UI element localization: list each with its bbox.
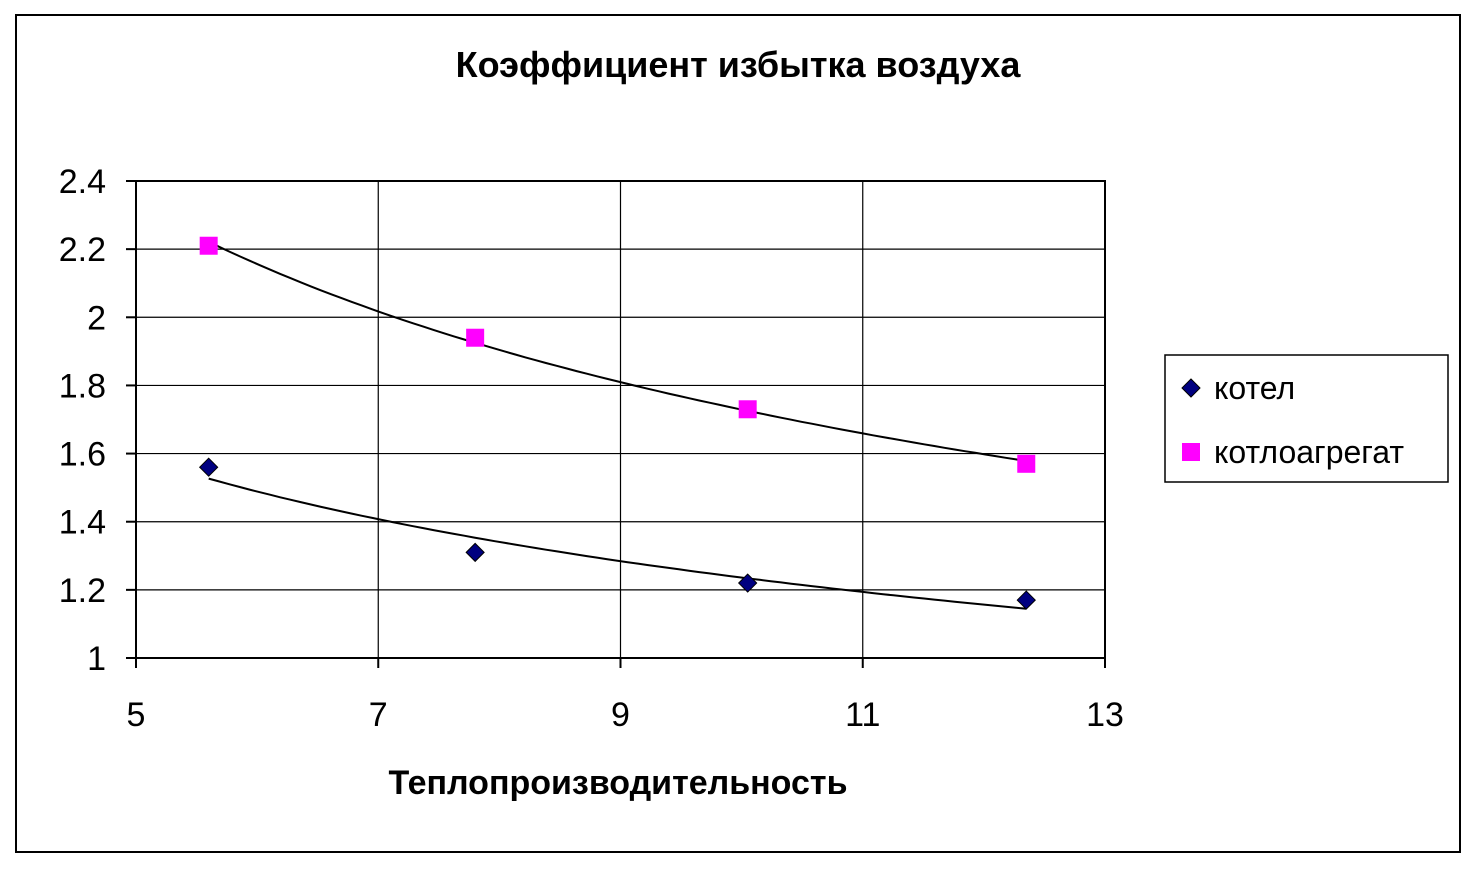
x-axis: 5 7 9 11 13	[127, 658, 1124, 734]
x-tick-label: 13	[1086, 696, 1124, 734]
data-point	[738, 400, 757, 419]
data-point	[466, 328, 485, 347]
legend-label: котел	[1214, 370, 1295, 406]
trendlines	[208, 240, 1027, 610]
y-tick-label: 1.6	[59, 436, 106, 474]
y-tick-label: 1.2	[59, 572, 106, 610]
trendline	[208, 240, 1027, 462]
data-point	[1017, 454, 1036, 473]
x-tick-label: 11	[845, 696, 880, 734]
plot-area: 1 1.2 1.4 1.6 1.8 2 2.2 2.4 5 7 9 11 13	[59, 163, 1124, 734]
trendline	[208, 477, 1027, 610]
data-point	[198, 457, 219, 477]
y-tick-label: 2	[87, 299, 106, 337]
y-tick-label: 1.4	[59, 504, 106, 542]
legend-marker	[1181, 378, 1201, 398]
x-axis-title: Теплопроизводительность	[389, 764, 848, 802]
chart-title: Коэффициент избытка воздуха	[456, 44, 1022, 85]
y-tick-label: 2.2	[59, 231, 106, 269]
data-point	[1016, 590, 1036, 610]
legend-box	[1164, 354, 1449, 483]
x-tick-label: 7	[369, 696, 388, 734]
x-tick-label: 9	[611, 696, 630, 734]
legend: котел котлоагрегат	[1164, 354, 1449, 483]
y-tick-label: 1.8	[59, 367, 106, 405]
y-tick-label: 2.4	[59, 163, 106, 201]
y-tick-label: 1	[87, 640, 106, 678]
data-point	[737, 573, 758, 593]
y-axis: 1 1.2 1.4 1.6 1.8 2 2.2 2.4	[59, 163, 136, 678]
legend-marker	[1182, 443, 1200, 461]
x-tick-label: 5	[127, 696, 146, 734]
data-point	[199, 236, 218, 255]
data-point	[465, 542, 485, 563]
data-points	[198, 236, 1036, 610]
legend-label: котлоагрегат	[1214, 434, 1404, 470]
